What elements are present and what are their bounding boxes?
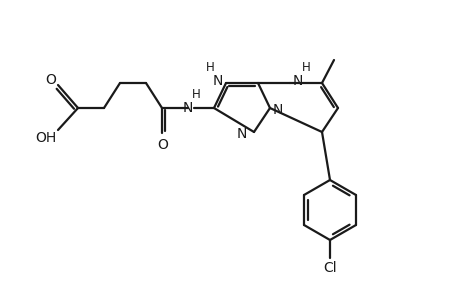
Text: OH: OH: [35, 131, 56, 145]
Text: N: N: [182, 101, 193, 115]
Text: N: N: [292, 74, 302, 88]
Text: O: O: [157, 138, 168, 152]
Text: N: N: [272, 103, 283, 117]
Text: H: H: [301, 61, 310, 74]
Text: N: N: [213, 74, 223, 88]
Text: Cl: Cl: [323, 261, 336, 275]
Text: O: O: [45, 73, 56, 87]
Text: H: H: [191, 88, 200, 100]
Text: H: H: [205, 61, 214, 74]
Text: N: N: [236, 127, 246, 141]
